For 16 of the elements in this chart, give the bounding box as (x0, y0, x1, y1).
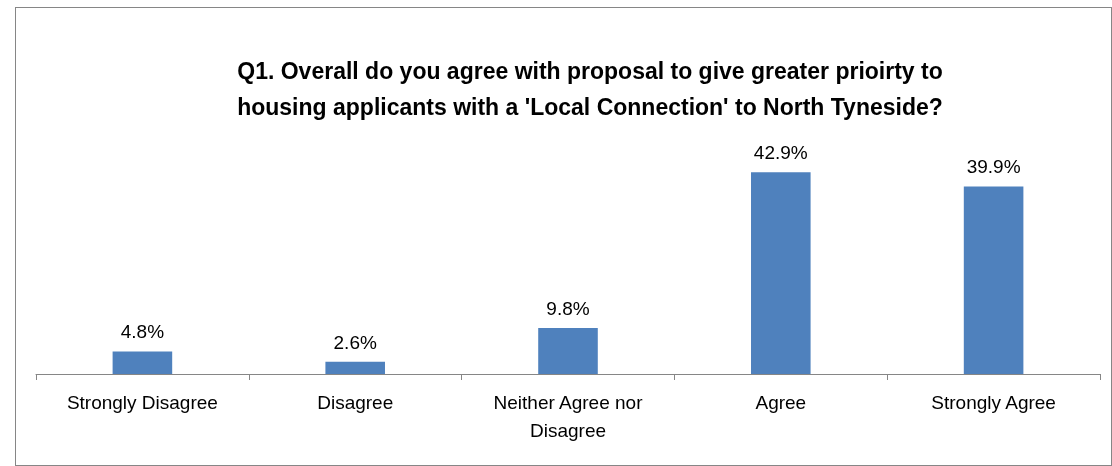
bar (751, 172, 811, 374)
x-tick-label: Neither Agree nor Disagree (493, 391, 644, 441)
bar (963, 186, 1024, 374)
x-tick-label: Agree (755, 391, 807, 413)
data-label: 39.9% (966, 156, 1021, 178)
data-label: 2.6% (333, 331, 377, 353)
chart-title: Q1. Overall do you agree with proposal to give greater prioirty to housing applicants with a 'Local Connection' to North Tyneside? (237, 58, 943, 120)
x-tick-label: Strongly Agree (931, 391, 1056, 413)
data-label: 42.9% (753, 142, 808, 164)
bar (538, 327, 598, 374)
bar (325, 361, 385, 374)
x-tick-label: Disagree (317, 391, 394, 413)
bar (112, 351, 173, 374)
x-tick-label: Strongly Disagree (66, 391, 218, 413)
data-label: 4.8% (120, 321, 165, 343)
data-label: 9.8% (546, 297, 590, 319)
